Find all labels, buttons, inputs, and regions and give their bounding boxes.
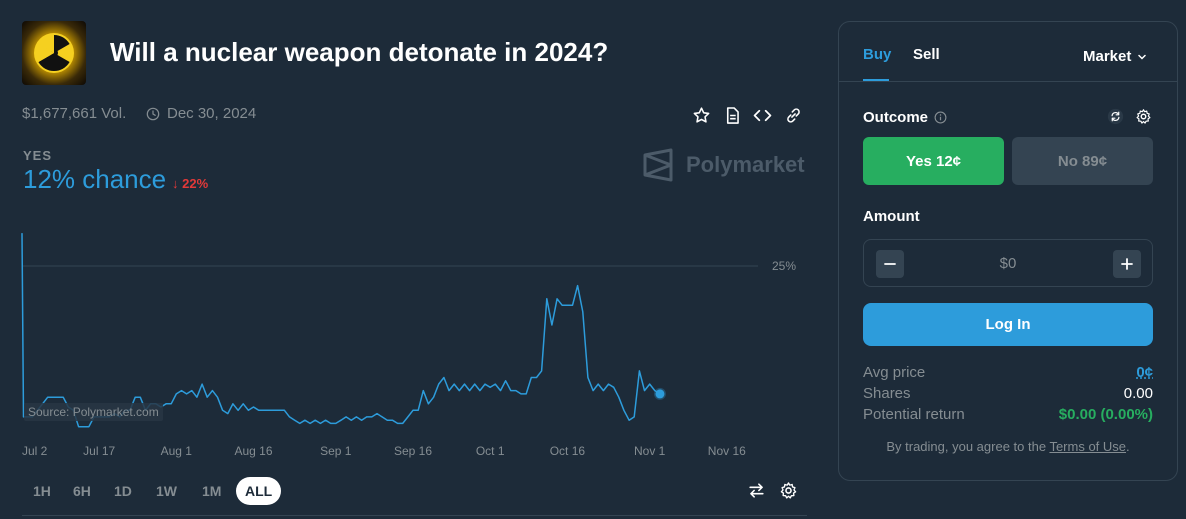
chance-delta: ↓ 22%	[172, 176, 208, 191]
x-tick-label: Aug 1	[160, 444, 192, 458]
range-1m-button[interactable]: 1M	[202, 483, 222, 499]
brand-name: Polymarket	[686, 152, 805, 177]
x-tick-label: Jul 17	[83, 444, 116, 458]
tab-buy[interactable]: Buy	[863, 46, 892, 63]
chance-value: 12% chance	[23, 164, 167, 194]
amount-label: Amount	[863, 208, 920, 225]
tab-sell[interactable]: Sell	[913, 46, 940, 63]
star-icon[interactable]	[690, 104, 712, 126]
x-tick-label: Nov 1	[634, 444, 666, 458]
series-endpoint	[655, 389, 665, 399]
divider	[22, 515, 807, 516]
minus-icon	[884, 263, 896, 265]
range-1h-button[interactable]: 1H	[33, 483, 51, 499]
range-1w-button[interactable]: 1W	[156, 483, 177, 499]
x-tick-label: Sep 16	[393, 444, 433, 458]
series-line	[21, 233, 661, 428]
trade-panel	[838, 21, 1178, 481]
decrement-button[interactable]	[876, 250, 904, 278]
x-tick-label: Oct 1	[475, 444, 505, 458]
link-icon[interactable]	[782, 104, 804, 126]
amount-field	[863, 239, 1153, 287]
document-icon[interactable]	[721, 104, 743, 126]
settings-icon[interactable]	[1133, 106, 1153, 126]
x-tick-label: Sep 1	[320, 444, 352, 458]
increment-button[interactable]	[1113, 250, 1141, 278]
price-chart: 25%	[21, 233, 796, 428]
shares-label: Shares	[863, 385, 911, 402]
end-date: Dec 30, 2024	[146, 105, 256, 122]
no-button[interactable]: No 89¢	[1012, 137, 1153, 185]
panel-divider	[839, 81, 1177, 82]
amount-input[interactable]	[940, 255, 1076, 272]
outcome-label: YES	[23, 148, 53, 163]
market-thumbnail	[22, 21, 86, 85]
terms-link[interactable]: Terms of Use	[1049, 439, 1127, 454]
embed-code-icon[interactable]	[751, 104, 773, 126]
radiation-icon	[34, 33, 74, 73]
volume-text: $1,677,661 Vol.	[22, 105, 127, 122]
outcome-heading: Outcome	[863, 109, 947, 126]
clock-icon	[146, 107, 160, 120]
x-tick-label: Aug 16	[234, 444, 273, 458]
page-title: Will a nuclear weapon detonate in 2024?	[110, 37, 609, 67]
terms-notice: By trading, you agree to the Terms of Us…	[839, 439, 1177, 454]
range-all-button[interactable]: ALL	[236, 477, 282, 505]
outcome-heading-text: Outcome	[863, 109, 929, 126]
yes-button[interactable]: Yes 12¢	[863, 137, 1004, 185]
terms-prefix: By trading, you agree to the	[886, 439, 1050, 454]
swap-icon[interactable]	[745, 479, 767, 501]
brand-watermark: Polymarket	[642, 148, 805, 182]
range-1d-button[interactable]: 1D	[114, 483, 132, 499]
login-button[interactable]: Log In	[863, 303, 1153, 346]
arrow-down-icon: ↓	[172, 176, 179, 191]
potential-return-label: Potential return	[863, 406, 965, 423]
range-6h-button[interactable]: 6H	[73, 483, 91, 499]
potential-return-value: $0.00 (0.00%)	[1058, 406, 1153, 423]
avg-price-label: Avg price	[863, 364, 926, 381]
end-date-text: Dec 30, 2024	[167, 105, 257, 122]
refresh-icon[interactable]	[1105, 106, 1125, 126]
order-type-label: Market	[1083, 48, 1132, 65]
chance-delta-text: 22%	[182, 176, 209, 191]
shares-value: 0.00	[1123, 385, 1153, 402]
avg-price-value: 0¢	[1136, 364, 1153, 381]
chevron-down-icon	[1138, 54, 1147, 60]
chart-source-note: Source: Polymarket.com	[24, 403, 163, 421]
gear-icon[interactable]	[777, 479, 799, 501]
tab-buy-indicator	[863, 79, 889, 81]
info-icon[interactable]	[934, 111, 947, 124]
x-tick-label: Jul 2	[22, 444, 48, 458]
order-type-dropdown[interactable]: Market	[1083, 48, 1147, 65]
y-gridline-label: 25%	[772, 259, 796, 273]
polymarket-logo-icon	[643, 148, 673, 182]
x-tick-label: Oct 16	[549, 444, 586, 458]
plus-icon	[1121, 258, 1133, 270]
terms-suffix: .	[1126, 439, 1130, 454]
x-tick-label: Nov 16	[707, 444, 746, 458]
